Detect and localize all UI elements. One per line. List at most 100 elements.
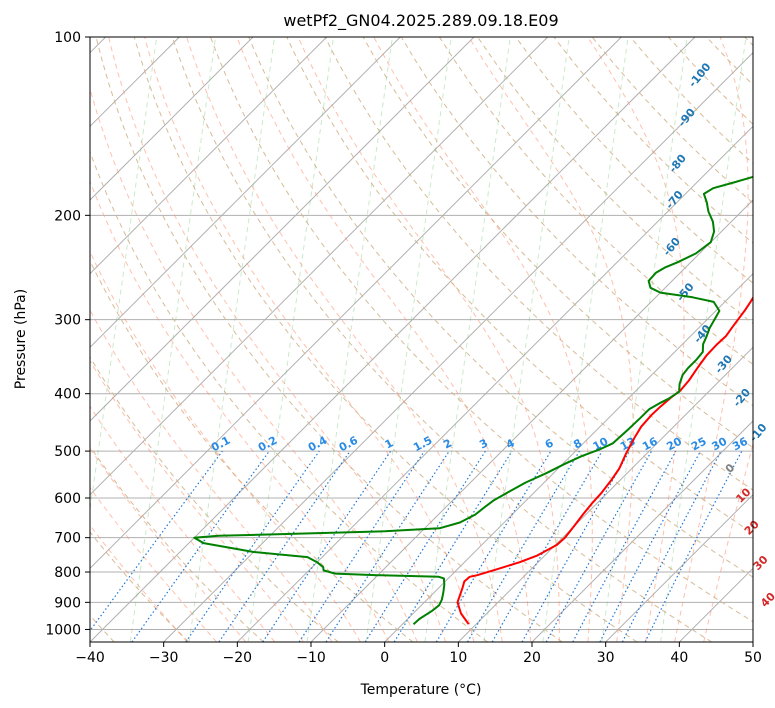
- y-tick-label: 600: [54, 491, 81, 507]
- x-tick-label: −10: [296, 650, 326, 666]
- isotherm-line: [605, 493, 753, 642]
- moist-adiabat-line: [90, 359, 304, 642]
- moist-adiabat-line: [373, 37, 593, 642]
- isotherm-line: [90, 37, 622, 570]
- x-tick-label: 30: [597, 650, 615, 666]
- dry-adiabat-line: [744, 37, 753, 47]
- dry-adiabat-line: [400, 37, 753, 407]
- x-tick-label: 50: [744, 650, 762, 666]
- dry-adiabat-label: -10: [747, 421, 770, 445]
- x-tick-label: −40: [75, 650, 105, 666]
- y-tick-label: 700: [54, 531, 81, 547]
- isotherm-line: [384, 272, 753, 642]
- mixing-ratio-label: 2: [441, 436, 454, 451]
- dry-adiabat-label: -100: [686, 60, 714, 90]
- mixing-ratio-label: 4: [504, 436, 517, 451]
- dry-adiabat-line: [90, 259, 414, 642]
- isotherm-line: [752, 641, 753, 642]
- mixing-ratio-line: [185, 450, 320, 642]
- dry-adiabat-line: [438, 37, 753, 366]
- moist-adiabat-line: [186, 37, 503, 642]
- isohume-line: [660, 37, 747, 642]
- y-tick-label: 200: [54, 208, 81, 224]
- x-tick-label: 40: [670, 650, 688, 666]
- isohume-line: [90, 37, 158, 514]
- mixing-ratio-label: 36: [730, 435, 750, 454]
- isohume-line: [483, 37, 570, 642]
- isotherm-line: [90, 37, 328, 275]
- dry-adiabat-line: [553, 37, 753, 244]
- y-tick-label: 500: [54, 444, 81, 460]
- dry-adiabat-label: -70: [663, 188, 686, 212]
- moist-adiabat-line: [90, 250, 362, 642]
- dry-adiabat-label: -20: [730, 386, 753, 410]
- x-tick-label: −30: [149, 650, 179, 666]
- temperature-profile-line: [456, 295, 753, 625]
- mixing-ratio-line: [262, 450, 392, 642]
- mixing-ratio-label: 10: [591, 435, 611, 454]
- moist-adiabat-line: [236, 37, 532, 642]
- isotherm-line: [531, 420, 753, 642]
- isotherm-line: [163, 51, 753, 642]
- mixing-ratio-line: [545, 450, 653, 642]
- isotherm-line: [90, 37, 549, 496]
- y-tick-label: 1000: [45, 622, 81, 638]
- isohume-line: [424, 37, 511, 642]
- dry-adiabat-line: [706, 37, 753, 86]
- moist-adiabat-line: [297, 37, 560, 642]
- moist-adiabat-label: 10: [733, 485, 753, 505]
- mixing-ratio-line: [466, 450, 580, 642]
- dry-adiabat-line: [171, 37, 712, 642]
- isotherm-line: [90, 37, 401, 349]
- plot-frame: [89, 36, 754, 643]
- y-tick-label: 900: [54, 595, 81, 611]
- moist-adiabat-label: 20: [742, 517, 762, 537]
- isotherm-line: [90, 37, 475, 422]
- x-tick-label: 20: [523, 650, 541, 666]
- isotherm-line: [90, 37, 696, 642]
- y-tick-label: 400: [54, 387, 81, 403]
- mixing-ratio-line: [364, 450, 486, 642]
- moist-adiabat-label: 30: [751, 553, 771, 573]
- isohume-line: [365, 37, 452, 642]
- isohume-line: [247, 37, 334, 642]
- mixing-ratio-label: 20: [664, 435, 684, 454]
- moist-adiabat-line: [587, 37, 685, 642]
- dry-adiabat-line: [286, 37, 753, 534]
- isotherm-line: [90, 37, 254, 201]
- mixing-ratio-line: [325, 450, 450, 642]
- dry-adiabat-line: [95, 37, 563, 642]
- dry-adiabat-line: [90, 445, 264, 642]
- moist-adiabat-line: [90, 447, 247, 642]
- y-tick-label: 100: [54, 30, 81, 46]
- mixing-ratio-line: [393, 450, 513, 642]
- moist-adiabat-line: [144, 37, 475, 642]
- dry-adiabat-line: [90, 531, 190, 642]
- isohume-line: [542, 37, 629, 642]
- moist-adiabat-line: [90, 524, 188, 642]
- y-tick-label: 800: [54, 565, 81, 581]
- moist-adiabat-line: [90, 486, 217, 642]
- dry-adiabat-line: [515, 37, 753, 284]
- isotherm-line: [236, 125, 753, 642]
- y-tick-label: 300: [54, 313, 81, 329]
- mixing-ratio-line: [521, 450, 631, 642]
- moist-adiabat-line: [90, 180, 390, 642]
- y-axis-label: Pressure (hPa): [13, 289, 29, 389]
- mixing-ratio-line: [90, 450, 223, 632]
- isohume-line: [601, 37, 688, 642]
- mixing-ratio-label: 16: [640, 435, 660, 454]
- mixing-ratio-line: [644, 450, 743, 642]
- dry-adiabat-label: -80: [666, 152, 689, 176]
- moist-adiabat-label: 40: [758, 590, 775, 610]
- x-tick-label: −20: [223, 650, 253, 666]
- mixing-ratio-label: 6: [543, 436, 556, 451]
- moist-adiabat-line: [90, 405, 276, 642]
- x-tick-label: 0: [380, 650, 389, 666]
- mixing-ratio-line: [131, 450, 270, 642]
- moist-adiabat-line: [468, 37, 634, 642]
- isohume-line: [306, 37, 393, 642]
- x-tick-label: 10: [449, 650, 467, 666]
- dry-adiabat-line: [210, 37, 753, 623]
